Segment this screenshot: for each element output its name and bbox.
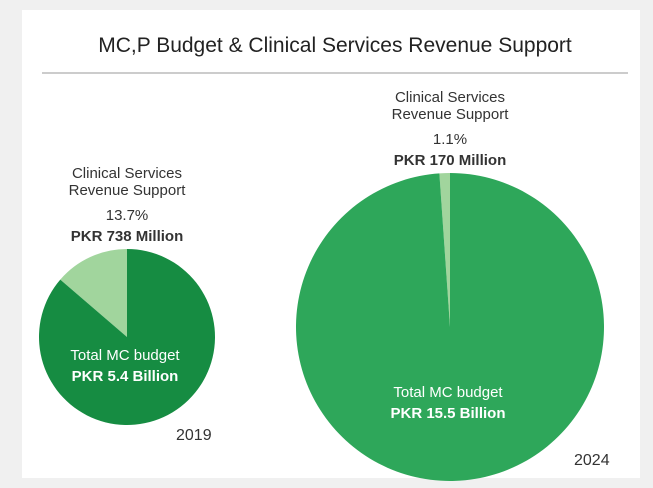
slice-label: Clinical Services Revenue Support [68, 165, 186, 199]
pie-slice [60, 249, 127, 337]
slice-label: Clinical Services Revenue Support [391, 89, 509, 123]
amount-label: PKR 738 Million [70, 228, 184, 245]
amount-label: PKR 5.4 Billion [71, 368, 179, 385]
value-label: 1.1% [432, 131, 468, 148]
amount-label: PKR 15.5 Billion [390, 405, 506, 422]
pie-slice [296, 173, 605, 482]
pie-slice [39, 249, 216, 425]
pie-slice [439, 173, 450, 327]
slice-label: Total MC budget [393, 384, 503, 401]
slice-label: Total MC budget [70, 347, 180, 364]
year-label: 2019 [176, 427, 212, 444]
value-label: 13.7% [105, 207, 149, 224]
year-label: 2024 [574, 452, 610, 469]
amount-label: PKR 170 Million [393, 152, 507, 169]
chart-title: MC,P Budget & Clinical Services Revenue … [98, 34, 572, 57]
